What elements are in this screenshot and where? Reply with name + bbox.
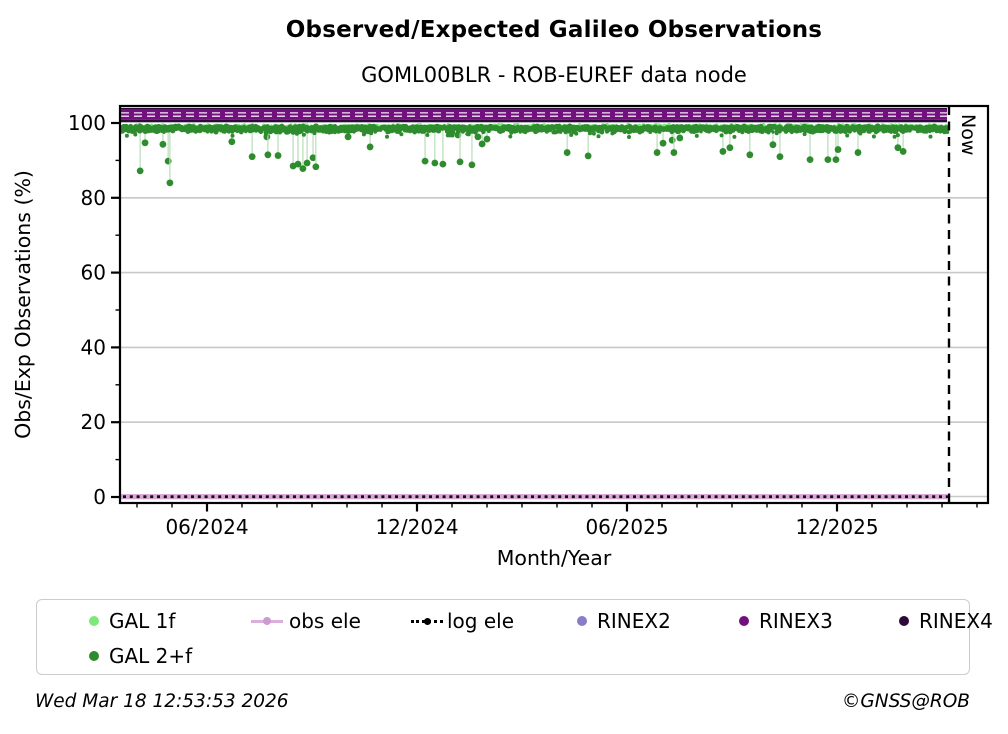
svg-text:Month/Year: Month/Year <box>497 546 612 570</box>
svg-text:60: 60 <box>81 261 106 285</box>
chart-subtitle: GOML00BLR - ROB-EUREF data node <box>361 63 747 87</box>
svg-text:80: 80 <box>81 186 106 210</box>
legend-label: GAL 2+f <box>109 644 193 668</box>
legend-item-gal-2f: GAL 2+f <box>89 643 192 669</box>
svg-text:0: 0 <box>93 485 106 509</box>
gal-1f-dot-icon <box>89 616 99 626</box>
legend-item-obs-ele: obs ele <box>251 608 361 634</box>
copyright-text: ©GNSS@ROB <box>841 691 970 712</box>
rinex4-dot-icon <box>899 616 909 626</box>
svg-text:40: 40 <box>81 335 106 359</box>
legend-label: obs ele <box>289 609 361 633</box>
legend-item-log-ele: log ele <box>411 608 514 634</box>
legend-item-gal-1f: GAL 1f <box>89 608 175 634</box>
svg-text:100: 100 <box>68 111 106 135</box>
legend-label: RINEX4 <box>919 609 993 633</box>
gal-2f-dot-icon <box>89 651 99 661</box>
plot-timestamp: Wed Mar 18 12:53:53 2026 <box>35 691 289 712</box>
legend-item-rinex3: RINEX3 <box>739 608 833 634</box>
obs-ele-line-icon <box>251 615 283 627</box>
legend-item-rinex2: RINEX2 <box>577 608 671 634</box>
log-ele-dotted-line-icon <box>411 615 443 627</box>
legend-item-rinex4: RINEX4 <box>899 608 993 634</box>
svg-text:Now: Now <box>957 114 979 155</box>
chart-legend: GAL 1f obs ele log ele RINEX2 RINEX3 RIN… <box>36 599 993 675</box>
legend-label: log ele <box>447 609 515 633</box>
rinex3-dot-icon <box>739 616 749 626</box>
svg-text:20: 20 <box>81 410 106 434</box>
svg-text:06/2024: 06/2024 <box>165 515 248 539</box>
legend-label: RINEX3 <box>759 609 833 633</box>
legend-label: RINEX2 <box>597 609 671 633</box>
svg-text:12/2024: 12/2024 <box>375 515 458 539</box>
svg-text:Obs/Exp Observations (%): Obs/Exp Observations (%) <box>11 170 35 439</box>
rinex2-dot-icon <box>577 616 587 626</box>
svg-text:12/2025: 12/2025 <box>795 515 878 539</box>
svg-text:06/2025: 06/2025 <box>585 515 668 539</box>
chart-title: Observed/Expected Galileo Observations <box>285 17 823 43</box>
legend-label: GAL 1f <box>109 609 176 633</box>
